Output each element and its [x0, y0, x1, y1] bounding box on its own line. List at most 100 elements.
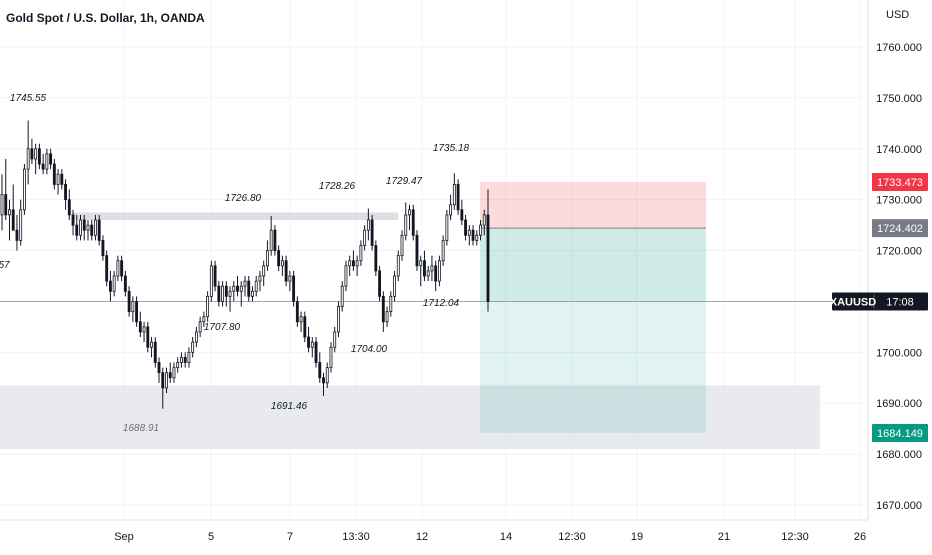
candle[interactable] — [449, 194, 453, 221]
candle[interactable] — [441, 235, 445, 266]
candle[interactable] — [64, 179, 67, 210]
candle[interactable] — [471, 225, 475, 246]
candle[interactable] — [112, 270, 116, 297]
candle[interactable] — [303, 311, 307, 343]
candle[interactable] — [318, 352, 322, 383]
candle[interactable] — [194, 326, 198, 348]
candle[interactable] — [239, 281, 243, 307]
candle[interactable] — [232, 281, 236, 302]
candle[interactable] — [351, 250, 355, 271]
candle[interactable] — [221, 281, 224, 307]
candle[interactable] — [363, 225, 367, 251]
candle[interactable] — [370, 214, 374, 251]
candle[interactable] — [127, 286, 131, 317]
candle[interactable] — [423, 250, 426, 282]
candle[interactable] — [168, 362, 172, 383]
candle[interactable] — [60, 169, 64, 190]
candle[interactable] — [415, 230, 419, 271]
candle[interactable] — [82, 214, 86, 241]
candle[interactable] — [486, 189, 490, 312]
candle[interactable] — [180, 352, 183, 368]
candle[interactable] — [295, 296, 299, 327]
candle[interactable] — [243, 276, 247, 297]
candle[interactable] — [292, 270, 296, 307]
candle[interactable] — [381, 291, 385, 332]
candle[interactable] — [307, 326, 310, 353]
candle[interactable] — [165, 367, 168, 394]
candle[interactable] — [482, 209, 486, 236]
candle[interactable] — [389, 291, 393, 317]
candle[interactable] — [56, 169, 60, 195]
candle[interactable] — [310, 337, 314, 358]
candle[interactable] — [467, 225, 471, 246]
candle[interactable] — [15, 214, 19, 251]
candle[interactable] — [213, 260, 217, 292]
candle[interactable] — [430, 255, 434, 282]
candle[interactable] — [123, 270, 127, 297]
candle[interactable] — [254, 276, 258, 297]
candle[interactable] — [333, 326, 337, 353]
candle[interactable] — [445, 209, 449, 246]
candle[interactable] — [97, 214, 101, 246]
candle[interactable] — [172, 362, 176, 383]
candle[interactable] — [284, 255, 288, 287]
candle[interactable] — [228, 286, 232, 312]
candle[interactable] — [378, 265, 382, 302]
candle[interactable] — [329, 342, 333, 373]
candle[interactable] — [37, 143, 41, 170]
candle[interactable] — [434, 260, 438, 292]
candle[interactable] — [108, 270, 112, 302]
candle[interactable] — [101, 235, 105, 261]
candle[interactable] — [479, 220, 482, 241]
candle[interactable] — [374, 240, 378, 276]
candle[interactable] — [224, 281, 228, 307]
profit-zone[interactable] — [480, 301, 706, 433]
candle[interactable] — [366, 208, 370, 241]
candle[interactable] — [8, 199, 11, 241]
candle[interactable] — [135, 296, 139, 327]
candle[interactable] — [198, 316, 202, 338]
candle[interactable] — [26, 120, 30, 185]
candle[interactable] — [4, 158, 8, 221]
candle[interactable] — [153, 337, 157, 368]
candle[interactable] — [277, 245, 281, 271]
candle[interactable] — [217, 281, 221, 307]
candle[interactable] — [49, 148, 53, 170]
candle[interactable] — [202, 311, 206, 327]
candle[interactable] — [131, 296, 135, 322]
candle[interactable] — [71, 209, 75, 236]
candle[interactable] — [322, 372, 325, 396]
candle[interactable] — [393, 270, 396, 302]
candle[interactable] — [247, 276, 251, 302]
candle[interactable] — [142, 321, 146, 343]
candle[interactable] — [23, 164, 26, 215]
candle[interactable] — [426, 265, 430, 282]
candle[interactable] — [456, 179, 460, 215]
candle[interactable] — [385, 306, 389, 327]
candle[interactable] — [404, 202, 408, 241]
candle[interactable] — [344, 260, 348, 292]
candle[interactable] — [138, 311, 142, 338]
candle[interactable] — [45, 148, 49, 175]
candle[interactable] — [209, 260, 213, 302]
candle[interactable] — [325, 362, 329, 388]
candle[interactable] — [337, 301, 340, 338]
candle[interactable] — [464, 214, 467, 241]
candle[interactable] — [460, 199, 464, 226]
candle[interactable] — [359, 240, 363, 266]
candle[interactable] — [269, 215, 273, 256]
candle[interactable] — [280, 255, 284, 276]
candle[interactable] — [90, 220, 94, 241]
candle[interactable] — [396, 250, 400, 282]
candle[interactable] — [30, 138, 34, 165]
candle[interactable] — [206, 291, 210, 322]
candle[interactable] — [348, 255, 352, 276]
candle[interactable] — [176, 357, 180, 373]
candle[interactable] — [288, 270, 292, 292]
candle[interactable] — [419, 255, 423, 287]
candle[interactable] — [400, 230, 404, 261]
candle[interactable] — [19, 199, 23, 246]
candle[interactable] — [157, 357, 161, 383]
candle[interactable] — [94, 214, 97, 241]
candle[interactable] — [34, 143, 38, 175]
